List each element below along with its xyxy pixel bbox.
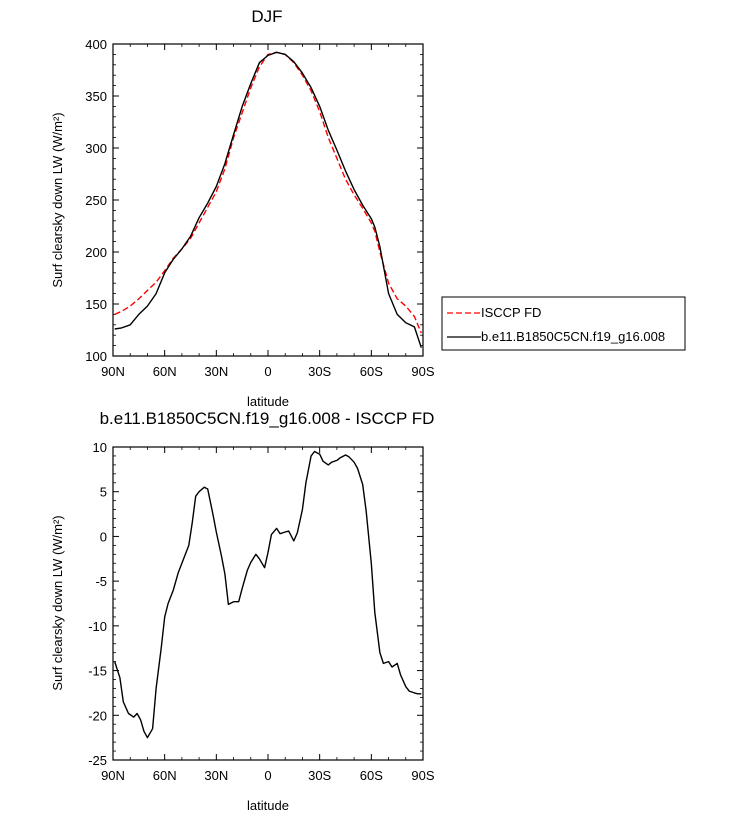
bottom-y-tick-label: -10 (88, 619, 107, 634)
bottom-x-tick-label: 90S (411, 768, 434, 783)
top-x-axis-label: latitude (247, 394, 289, 409)
panel-difference: b.e11.B1850C5CN.f19_g16.008 - ISCCP FD -… (50, 409, 435, 813)
top-y-tick-label: 150 (85, 297, 107, 312)
top-x-tick-label: 30S (308, 364, 331, 379)
bottom-x-tick-label: 90N (101, 768, 125, 783)
bottom-x-tick-label: 30S (308, 768, 331, 783)
bottom-y-tick-label: 0 (100, 529, 107, 544)
bottom-x-tick-label: 30N (204, 768, 228, 783)
bottom-x-tick-label: 60N (153, 768, 177, 783)
bottom-y-tick-label: -5 (95, 574, 107, 589)
top-series-line-0 (114, 51, 422, 334)
top-x-tick-label: 30N (204, 364, 228, 379)
bottom-y-tick-label: -15 (88, 664, 107, 679)
top-y-tick-label: 400 (85, 37, 107, 52)
bottom-y-axis-label: Surf clearsky down LW (W/m²) (50, 515, 65, 690)
legend-label-isccp: ISCCP FD (481, 305, 541, 320)
bottom-y-tick-label: 5 (100, 485, 107, 500)
bottom-y-tick-label: -20 (88, 708, 107, 723)
top-y-tick-label: 300 (85, 141, 107, 156)
top-y-tick-label: 200 (85, 245, 107, 260)
bottom-chart-title: b.e11.B1850C5CN.f19_g16.008 - ISCCP FD (100, 409, 435, 428)
top-x-tick-label: 60N (153, 364, 177, 379)
top-x-axis: 90N 60N 30N 0 30S 60S 90S (101, 44, 435, 379)
top-y-tick-label: 350 (85, 89, 107, 104)
top-x-tick-label: 60S (360, 364, 383, 379)
bottom-y-tick-label: -25 (88, 753, 107, 768)
bottom-x-axis: 90N 60N 30N 0 30S 60S 90S (101, 447, 435, 783)
bottom-y-axis: -25 -20 -15 -10 -5 0 5 10 (88, 440, 423, 768)
bottom-x-axis-label: latitude (247, 798, 289, 813)
top-y-axis: 100 150 200 250 300 350 400 (85, 37, 423, 364)
legend-box (441, 296, 686, 351)
bottom-series-group (114, 450, 422, 739)
top-plot-frame (112, 43, 424, 357)
top-series-line-1 (114, 51, 422, 348)
bottom-y-tick-label: 10 (93, 440, 107, 455)
top-x-tick-label: 90N (101, 364, 125, 379)
top-y-tick-label: 250 (85, 193, 107, 208)
panel-climatology: DJF 100 150 200 250 300 350 400 90N 60N 30N 0 30S 6… (50, 7, 686, 409)
bottom-x-tick-label: 0 (264, 768, 271, 783)
top-y-tick-label: 100 (85, 349, 107, 364)
top-x-tick-label: 90S (411, 364, 434, 379)
bottom-series-line-0 (114, 450, 422, 739)
legend-label-model: b.e11.B1850C5CN.f19_g16.008 (481, 329, 665, 344)
bottom-plot-frame (112, 446, 424, 761)
top-x-tick-label: 0 (264, 364, 271, 379)
top-chart-title: DJF (251, 7, 282, 26)
bottom-x-tick-label: 60S (360, 768, 383, 783)
top-y-axis-label: Surf clearsky down LW (W/m²) (50, 112, 65, 287)
legend: ISCCP FD b.e11.B1850C5CN.f19_g16.008 (441, 296, 686, 351)
top-series-group (114, 51, 422, 348)
